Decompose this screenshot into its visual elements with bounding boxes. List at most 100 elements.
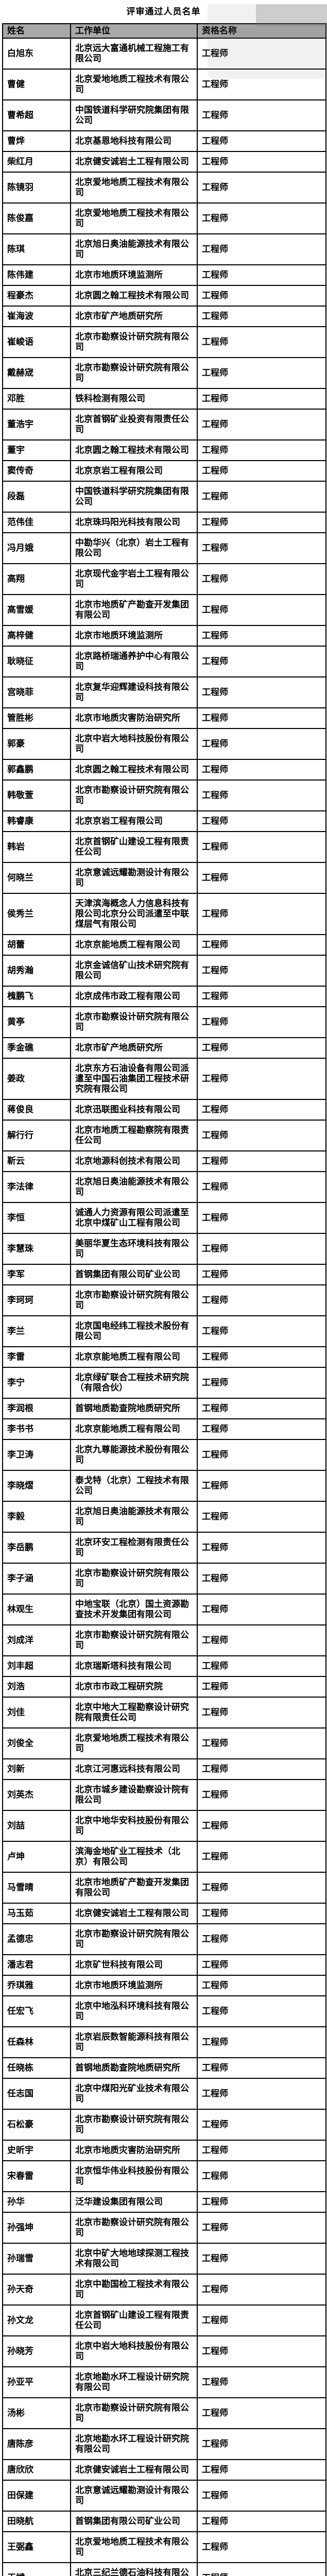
name-cell: 唐陈彦 [2, 2428, 71, 2460]
name-cell: 李子涵 [2, 1563, 71, 1595]
qualification-cell: 工程师 [197, 2366, 326, 2398]
table-row: 曹健 北京爱地地质工程技术有限公司 工程师 [2, 69, 326, 100]
name-cell: 窦传奇 [2, 460, 71, 482]
qualification-cell: 工程师 [197, 1624, 326, 1656]
table-row: 王弼鑫 北京爱地地质工程技术有限公司 工程师 [2, 2531, 326, 2563]
table-row: 崔海波 北京市矿产地质研究所 工程师 [2, 306, 326, 327]
table-row: 马玉茹 北京健安诚岩土工程有限公司 工程师 [2, 1903, 326, 1924]
unit-cell: 北京市市政工程研究院 [70, 1676, 198, 1698]
name-cell: 槐鹏飞 [2, 986, 71, 1007]
table-row: 孙瑞雪 北京中矿大地地球探测工程技术有限公司 工程师 [2, 2243, 326, 2275]
table-row: 孙华 泛华建设集团有限公司 工程师 [2, 2191, 326, 2213]
name-cell: 唐欣欣 [2, 2459, 71, 2481]
unit-cell: 首钢集团有限公司矿业公司 [70, 1264, 198, 1285]
qualification-cell: 工程师 [197, 1779, 326, 1811]
table-row: 乔琪雅 北京市地质环境监测所 工程师 [2, 1975, 326, 1996]
qualification-cell: 工程师 [197, 2428, 326, 2460]
unit-cell: 北京中地泓科环境科技有限公司 [70, 1995, 198, 2027]
unit-cell: 北京京岩工程有限公司 [70, 810, 198, 832]
table-row: 侯秀兰 天津滨海概念人力信息科技有限公司北京分公司派遣至中联煤层气有限公司 工程师 [2, 893, 326, 935]
unit-cell: 美丽华夏生态环境科技有限公司 [70, 1233, 198, 1265]
table-row: 孟德忠 北京市勘察设计研究院有限公司 工程师 [2, 1923, 326, 1955]
column-header-name: 姓名 [2, 23, 71, 39]
table-row: 李书书 北京京能地质工程有限公司 工程师 [2, 1418, 326, 1440]
name-cell: 李宁 [2, 1367, 71, 1399]
unit-cell: 首钢集团有限公司矿业公司 [70, 2511, 198, 2532]
name-cell: 陈镜羽 [2, 172, 71, 204]
qualification-cell: 工程师 [197, 409, 326, 440]
table-row: 柴红月 北京健安诚岩土工程有限公司 工程师 [2, 151, 326, 173]
name-cell: 白旭东 [2, 38, 71, 70]
table-row: 李慧珠 美丽华夏生态环境科技有限公司 工程师 [2, 1233, 326, 1265]
qualification-cell: 工程师 [197, 202, 326, 234]
name-cell: 孙文龙 [2, 2304, 71, 2336]
unit-cell: 北京意诚远耀勘测设计有限公司 [70, 2480, 198, 2512]
name-cell: 刘佳 [2, 1697, 71, 1728]
name-cell: 高翔 [2, 563, 71, 595]
qualification-cell: 工程师 [197, 1563, 326, 1595]
table-row: 曹希超 中国铁道科学研究院集团有限公司 工程师 [2, 99, 326, 131]
table-row: 李子涵 北京市勘察设计研究院有限公司 工程师 [2, 1563, 326, 1595]
table-row: 槐鹏飞 北京成伟市政工程有限公司 工程师 [2, 986, 326, 1007]
name-cell: 高梓健 [2, 625, 71, 647]
unit-cell: 北京市勘察设计研究院有限公司 [70, 1006, 198, 1038]
qualification-cell: 工程师 [197, 1439, 326, 1471]
unit-cell: 北京市勘察设计研究院有限公司 [70, 2212, 198, 2244]
qualification-cell: 工程师 [197, 893, 326, 935]
table-row: 李润根 首钢地质勘查院地质研究所 工程师 [2, 1398, 326, 1419]
table-row: 冯月娥 中勘华兴（北京）岩土工程有限公司 工程师 [2, 532, 326, 564]
qualification-cell: 工程师 [197, 1099, 326, 1121]
unit-cell: 北京健安诚岩土工程有限公司 [70, 1903, 198, 1924]
unit-cell: 北京爱地地质工程技术有限公司 [70, 2531, 198, 2563]
unit-cell: 中地宝联（北京）国土资源勘查技术开发集团有限公司 [70, 1594, 198, 1625]
table-row: 程豪杰 北京圆之翰工程技术有限公司 工程师 [2, 285, 326, 307]
name-cell: 王弼鑫 [2, 2531, 71, 2563]
name-cell: 李恒 [2, 1202, 71, 1234]
table-row: 刘丰超 北京瑞斯塔科技有限公司 工程师 [2, 1655, 326, 1677]
qualification-cell: 工程师 [197, 2274, 326, 2306]
unit-cell: 中勘华兴（北京）岩土工程有限公司 [70, 532, 198, 564]
unit-cell: 北京爱地地质工程技术有限公司 [70, 202, 198, 234]
name-cell: 马雪晴 [2, 1872, 71, 1904]
name-cell: 姜政 [2, 1058, 71, 1100]
name-cell: 郭鑫鹏 [2, 759, 71, 781]
table-row: 韩敬萱 北京市勘察设计研究院有限公司 工程师 [2, 779, 326, 811]
table-row: 史昕宇 北京市地质灾害防治研究所 工程师 [2, 2140, 326, 2161]
unit-cell: 泛华建设集团有限公司 [70, 2191, 198, 2213]
unit-cell: 北京市矿产地质研究所 [70, 306, 198, 327]
table-row: 季金礁 北京市矿产地质研究所 工程师 [2, 1037, 326, 1059]
name-cell: 李书书 [2, 1418, 71, 1440]
name-cell: 冯月娥 [2, 532, 71, 564]
name-cell: 刘英杰 [2, 1779, 71, 1811]
unit-cell: 北京首钢矿山建设工程有限责任公司 [70, 831, 198, 863]
unit-cell: 北京爱地地质工程技术有限公司 [70, 172, 198, 204]
table-row: 邓胜 铁科检测有限公司 工程师 [2, 388, 326, 410]
name-cell: 汤彬 [2, 2397, 71, 2429]
qualification-cell: 工程师 [197, 1975, 326, 1996]
name-cell: 李法律 [2, 1171, 71, 1203]
qualification-cell: 工程师 [197, 357, 326, 389]
table-row: 刘英杰 北京市城乡建设勘察设计院有限公司 工程师 [2, 1779, 326, 1811]
table-row: 董宇 北京圆之翰工程技术有限公司 工程师 [2, 439, 326, 461]
name-cell: 林观生 [2, 1594, 71, 1625]
qualification-cell: 工程师 [197, 676, 326, 708]
name-cell: 史昕宇 [2, 2140, 71, 2161]
qualification-cell: 工程师 [197, 1006, 326, 1038]
qualification-cell: 工程师 [197, 1655, 326, 1677]
table-row: 马雪晴 北京市地质矿产勘查开发集团有限公司 工程师 [2, 1872, 326, 1904]
name-cell: 董宇 [2, 439, 71, 461]
qualification-cell: 工程师 [197, 563, 326, 595]
unit-cell: 北京市勘察设计研究院有限公司 [70, 1923, 198, 1955]
qualification-cell: 工程师 [197, 955, 326, 987]
unit-cell: 北京地勘水环工程设计研究院有限公司 [70, 2428, 198, 2460]
table-row: 田保建 北京意诚远耀勘测设计有限公司 工程师 [2, 2480, 326, 2512]
table-row: 李雷 北京京能地质工程有限公司 工程师 [2, 1346, 326, 1368]
name-cell: 曹健 [2, 69, 71, 100]
qualification-cell: 工程师 [197, 264, 326, 286]
roster-table: 姓名 工作单位 资格名称 白旭东 北京远大富通机械工程施工有限公司 工程师 曹健 北京爱… [2, 23, 326, 2576]
unit-cell: 首钢地质勘查院地质研究所 [70, 1398, 198, 1419]
name-cell: 李毅 [2, 1501, 71, 1533]
unit-cell: 北京市勘察设计研究院有限公司 [70, 2109, 198, 2141]
name-cell: 王斌 [2, 2562, 71, 2576]
table-row: 孙晓芳 北京中岩大地科技股份有限公司 工程师 [2, 2335, 326, 2367]
